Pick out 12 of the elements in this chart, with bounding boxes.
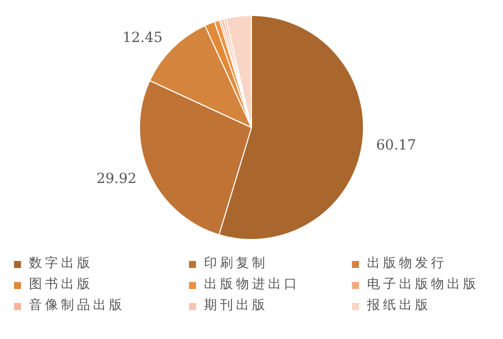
legend-label: 印刷复制 [204,255,268,273]
legend-label: 出版物进出口 [204,276,300,294]
legend-label: 期刊出版 [204,297,268,315]
legend-label: 电子出版物出版 [367,276,479,294]
legend-label: 图书出版 [29,276,93,294]
data-label: 29.92 [96,170,137,187]
legend-label: 报纸出版 [367,297,431,315]
legend-label: 音像制品出版 [29,297,125,315]
legend-label: 数字出版 [29,255,93,273]
legend-label: 出版物发行 [367,255,447,273]
data-label: 12.45 [122,30,163,46]
data-label: 60.17 [376,138,416,154]
